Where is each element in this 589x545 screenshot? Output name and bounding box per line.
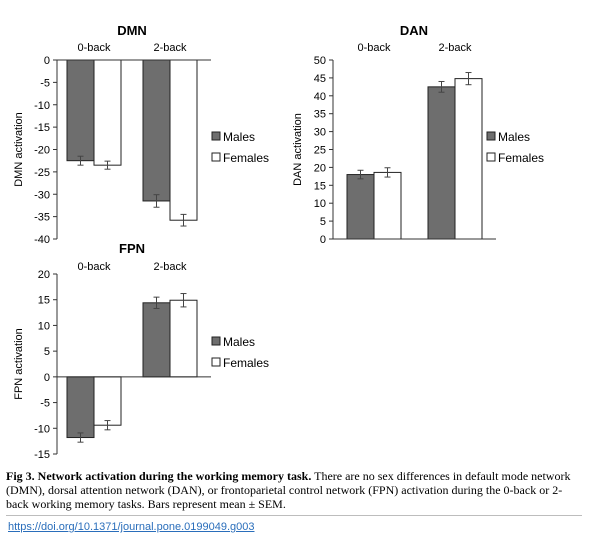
- y-tick-label: -5: [40, 398, 50, 410]
- y-axis-label: DAN activation: [292, 113, 304, 186]
- y-tick-label: -30: [34, 189, 50, 201]
- y-tick-label: -10: [34, 423, 50, 435]
- figure-caption: Fig 3. Network activation during the wor…: [6, 469, 582, 511]
- y-tick-label: 30: [314, 127, 326, 139]
- chart-title: DAN: [400, 23, 428, 38]
- y-tick-label: 35: [314, 109, 326, 121]
- bar-females: [169, 299, 198, 378]
- bar-males: [346, 174, 375, 240]
- y-tick-label: 5: [44, 346, 50, 358]
- caption-label: Fig 3.: [6, 469, 35, 483]
- bar-females: [93, 376, 122, 426]
- y-tick-label: 10: [38, 320, 50, 332]
- legend-swatch: [486, 152, 496, 162]
- category-label: 2-back: [153, 42, 187, 54]
- chart-dan: DAN 0-back 2-back DAN activation 0 5 10 15 20 25 3…: [292, 23, 544, 246]
- legend-swatch: [211, 131, 221, 141]
- caption-title: Network activation during the working me…: [37, 469, 312, 483]
- y-tick-label: -10: [34, 100, 50, 112]
- y-axis-label: DMN activation: [13, 112, 25, 187]
- y-tick-label: -20: [34, 145, 50, 157]
- bar-females: [373, 171, 402, 240]
- legend-label: Males: [498, 130, 530, 144]
- category-label: 2-back: [438, 42, 472, 54]
- bar-males: [142, 59, 171, 202]
- legend-label: Females: [223, 356, 269, 370]
- y-tick-label: 25: [314, 145, 326, 157]
- figure-charts: DMN 0-back 2-back DMN activation 0 -5 -10 -15 -2…: [13, 23, 544, 461]
- y-tick-label: 0: [44, 55, 50, 67]
- category-label: 0-back: [357, 42, 391, 54]
- bar-females: [454, 78, 483, 240]
- y-tick-label: -15: [34, 449, 50, 461]
- legend-label: Females: [498, 151, 544, 165]
- legend-label: Males: [223, 130, 255, 144]
- y-tick-label: 45: [314, 73, 326, 85]
- y-tick-label: 15: [314, 180, 326, 192]
- y-tick-label: 40: [314, 91, 326, 103]
- caption-text: There are no sex differences in default …: [6, 469, 571, 511]
- y-tick-label: 20: [314, 162, 326, 174]
- chart-title: FPN: [119, 241, 145, 256]
- legend-swatch: [211, 336, 221, 346]
- chart-dmn: DMN 0-back 2-back DMN activation 0 -5 -10 -15 -2…: [13, 23, 269, 246]
- category-label: 0-back: [77, 261, 111, 273]
- y-tick-label: 10: [314, 198, 326, 210]
- y-tick-label: -25: [34, 167, 50, 179]
- y-tick-label: -15: [34, 122, 50, 134]
- y-tick-label: -5: [40, 77, 50, 89]
- y-tick-label: 15: [38, 295, 50, 307]
- y-tick-label: 50: [314, 55, 326, 67]
- chart-title: DMN: [117, 23, 147, 38]
- y-tick-label: 0: [320, 234, 326, 246]
- bar-males: [427, 86, 456, 240]
- legend-swatch: [486, 131, 496, 141]
- y-tick-label: -35: [34, 212, 50, 224]
- category-label: 0-back: [77, 42, 111, 54]
- y-tick-label: 20: [38, 269, 50, 281]
- bar-males: [66, 376, 95, 439]
- y-axis-label: FPN activation: [13, 328, 25, 400]
- legend-label: Males: [223, 335, 255, 349]
- legend-label: Females: [223, 151, 269, 165]
- y-tick-label: -40: [34, 234, 50, 246]
- bar-females: [169, 59, 198, 221]
- legend-swatch: [211, 357, 221, 367]
- chart-fpn: FPN 0-back 2-back FPN activation 20 15 10 5 0 -5 -…: [13, 241, 269, 461]
- bar-males: [142, 302, 171, 378]
- caption-divider: [6, 515, 582, 516]
- legend-swatch: [211, 152, 221, 162]
- bar-males: [66, 59, 95, 162]
- doi-link[interactable]: https://doi.org/10.1371/journal.pone.019…: [8, 521, 255, 533]
- bar-females: [93, 59, 122, 166]
- y-tick-label: 5: [320, 216, 326, 228]
- category-label: 2-back: [153, 261, 187, 273]
- y-tick-label: 0: [44, 372, 50, 384]
